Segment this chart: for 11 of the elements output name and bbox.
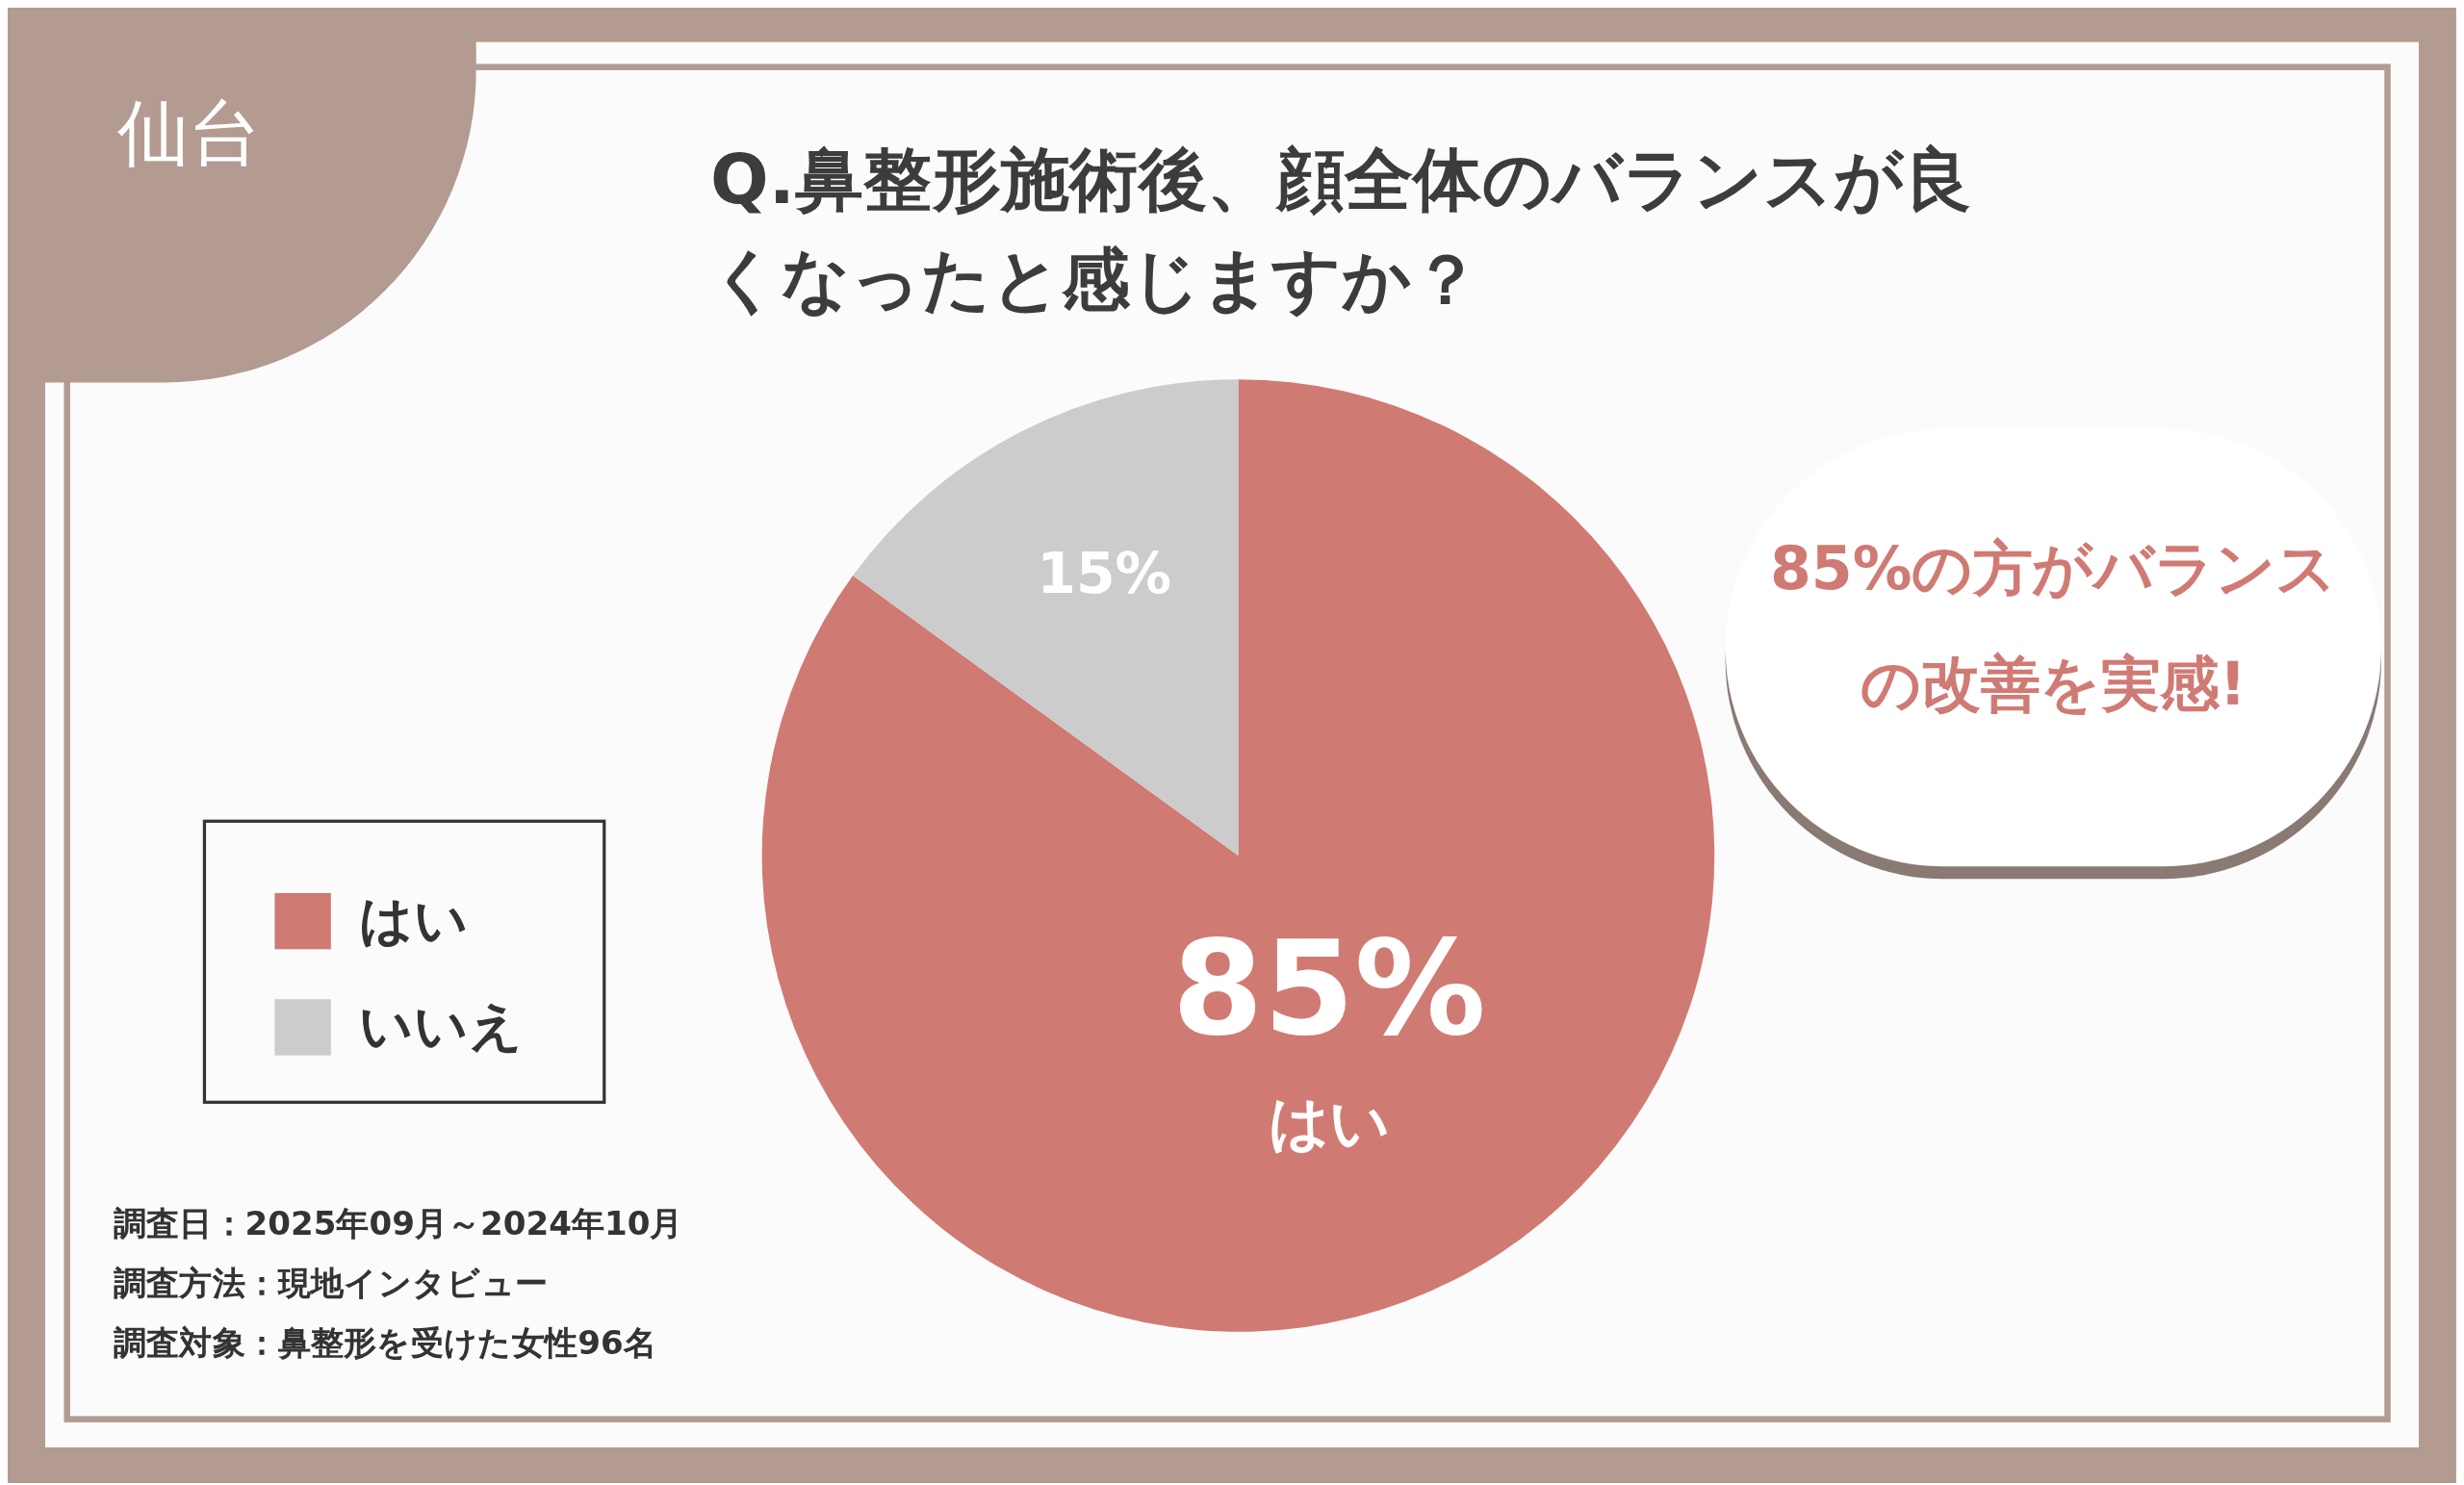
text: 調査日：2025年09月～2024年10月 [114,1204,683,1245]
text: 仙台 [116,90,261,177]
legend-label: いいえ [358,993,525,1060]
legend-label: はい [358,887,470,953]
data-label: 85% はい [1171,912,1486,1158]
pie-slice [853,379,1239,856]
text: 85%の方がバランスの改善を実感! [1768,532,2338,721]
pie-slice [761,379,1714,1332]
text: 調査方法：現地インタビュー [114,1264,550,1304]
text: 調査対象：鼻整形を受けた女性96名 [114,1322,657,1364]
chart-title: Q.鼻整形施術後、顔全体のバランスが良くなったと感じますか？ [710,138,1974,320]
